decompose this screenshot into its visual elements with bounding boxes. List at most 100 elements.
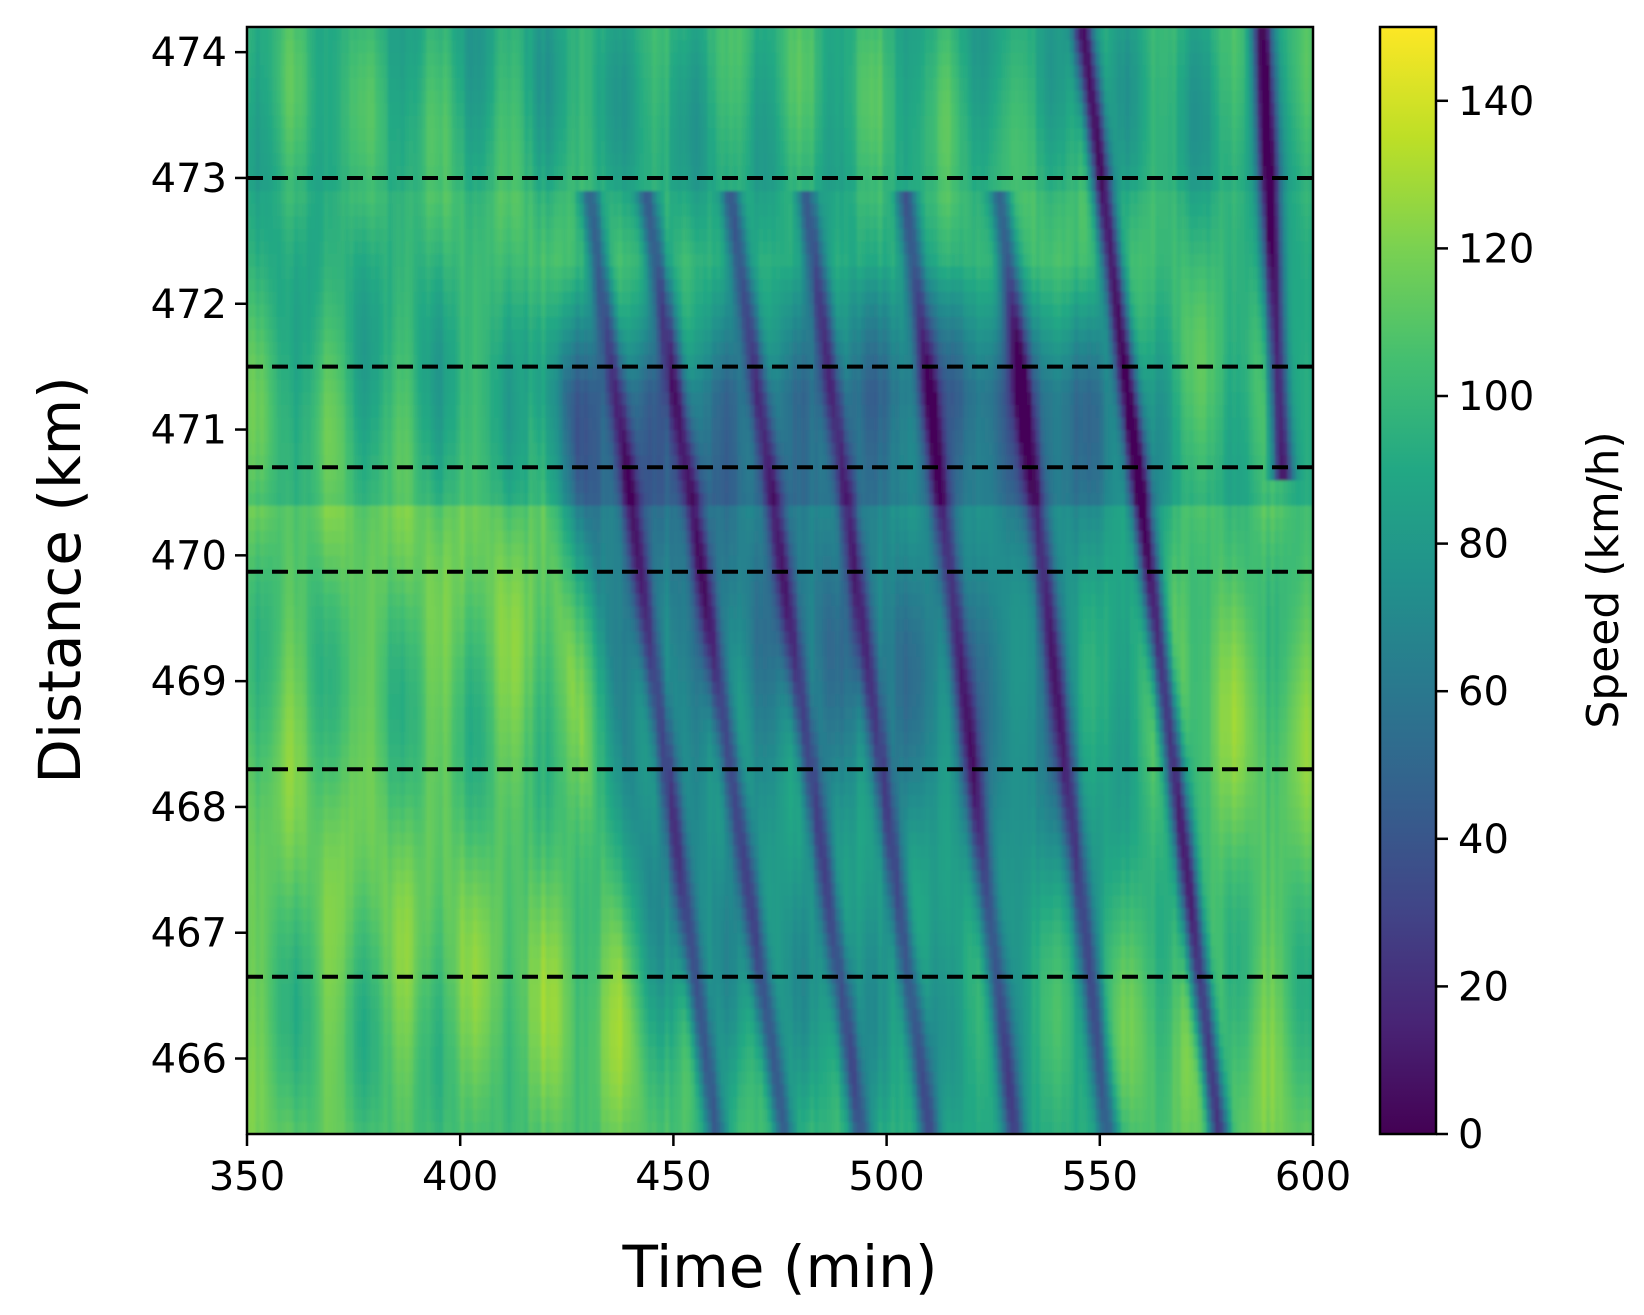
heatmap-cell bbox=[1177, 1021, 1182, 1034]
heatmap-cell bbox=[1245, 1046, 1250, 1059]
heatmap-cell bbox=[1202, 895, 1207, 908]
heatmap-cell bbox=[473, 1084, 478, 1097]
heatmap-cell bbox=[575, 945, 580, 958]
heatmap-cell bbox=[1206, 996, 1211, 1009]
heatmap-cell bbox=[874, 1096, 879, 1109]
heatmap-cell bbox=[260, 1109, 265, 1122]
heatmap-cell bbox=[533, 958, 538, 971]
heatmap-cell bbox=[818, 1084, 823, 1097]
heatmap-cell bbox=[482, 908, 487, 921]
heatmap-cell bbox=[401, 1071, 406, 1084]
heatmap-cell bbox=[840, 945, 845, 958]
heatmap-cell bbox=[520, 996, 525, 1009]
heatmap-cell bbox=[1168, 1109, 1173, 1122]
heatmap-cell bbox=[324, 1084, 329, 1097]
heatmap-cell bbox=[712, 1096, 717, 1109]
heatmap-cell bbox=[1194, 1084, 1199, 1097]
heatmap-cell bbox=[1019, 1071, 1024, 1084]
heatmap-cell bbox=[695, 1096, 700, 1109]
heatmap-cell bbox=[1287, 1033, 1292, 1046]
heatmap-cell bbox=[541, 945, 546, 958]
heatmap-cell bbox=[1202, 945, 1207, 958]
heatmap-cell bbox=[413, 1033, 418, 1046]
heatmap-cell bbox=[1245, 933, 1250, 946]
heatmap-cell bbox=[1074, 983, 1079, 996]
heatmap-cell bbox=[899, 1059, 904, 1072]
heatmap-cell bbox=[1283, 1046, 1288, 1059]
heatmap-cell bbox=[298, 1109, 303, 1122]
heatmap-cell bbox=[503, 1071, 508, 1084]
heatmap-cell bbox=[742, 933, 747, 946]
heatmap-cell bbox=[793, 1121, 798, 1134]
heatmap-cell bbox=[281, 945, 286, 958]
heatmap-cell bbox=[806, 1046, 811, 1059]
heatmap-cell bbox=[422, 920, 427, 933]
heatmap-cell bbox=[1185, 1109, 1190, 1122]
heatmap-cell bbox=[840, 1084, 845, 1097]
heatmap-cell bbox=[908, 920, 913, 933]
heatmap-cell bbox=[315, 996, 320, 1009]
heatmap-cell bbox=[1258, 895, 1263, 908]
heatmap-cell bbox=[887, 1084, 892, 1097]
heatmap-cell bbox=[870, 882, 875, 895]
heatmap-cell bbox=[302, 958, 307, 971]
heatmap-cell bbox=[669, 996, 674, 1009]
heatmap-cell bbox=[366, 1008, 371, 1021]
heatmap-cell bbox=[678, 1071, 683, 1084]
heatmap-cell bbox=[789, 920, 794, 933]
heatmap-cell bbox=[823, 1021, 828, 1034]
heatmap-cell bbox=[1164, 945, 1169, 958]
heatmap-cell bbox=[337, 895, 342, 908]
heatmap-cell bbox=[422, 908, 427, 921]
heatmap-cell bbox=[550, 1109, 555, 1122]
heatmap-cell bbox=[737, 1109, 742, 1122]
heatmap-cell bbox=[392, 945, 397, 958]
heatmap-cell bbox=[1185, 945, 1190, 958]
heatmap-cell bbox=[264, 1084, 269, 1097]
heatmap-cell bbox=[1292, 1096, 1297, 1109]
heatmap-cell bbox=[447, 1021, 452, 1034]
heatmap-cell bbox=[699, 958, 704, 971]
heatmap-cell bbox=[784, 1033, 789, 1046]
heatmap-cell bbox=[720, 1008, 725, 1021]
heatmap-cell bbox=[1053, 1109, 1058, 1122]
heatmap-cell bbox=[942, 970, 947, 983]
heatmap-cell bbox=[554, 945, 559, 958]
heatmap-cell bbox=[477, 1096, 482, 1109]
heatmap-cell bbox=[490, 1096, 495, 1109]
heatmap-cell bbox=[375, 958, 380, 971]
heatmap-cell bbox=[801, 1096, 806, 1109]
heatmap-cell bbox=[1019, 933, 1024, 946]
heatmap-cell bbox=[1125, 920, 1130, 933]
heatmap-cell bbox=[759, 983, 764, 996]
heatmap-cell bbox=[1164, 1021, 1169, 1034]
heatmap-cell bbox=[895, 920, 900, 933]
heatmap-cell bbox=[976, 1033, 981, 1046]
heatmap-cell bbox=[571, 1121, 576, 1134]
heatmap-cell bbox=[477, 1021, 482, 1034]
heatmap-cell bbox=[703, 933, 708, 946]
heatmap-cell bbox=[584, 958, 589, 971]
heatmap-cell bbox=[371, 1084, 376, 1097]
heatmap-cell bbox=[550, 1084, 555, 1097]
heatmap-cell bbox=[490, 882, 495, 895]
heatmap-cell bbox=[644, 1059, 649, 1072]
heatmap-cell bbox=[1057, 1046, 1062, 1059]
heatmap-cell bbox=[1279, 958, 1284, 971]
heatmap-cell bbox=[857, 1109, 862, 1122]
heatmap-cell bbox=[1108, 983, 1113, 996]
heatmap-cell bbox=[1091, 1109, 1096, 1122]
heatmap-cell bbox=[818, 882, 823, 895]
heatmap-cell bbox=[1083, 895, 1088, 908]
heatmap-cell bbox=[806, 1021, 811, 1034]
heatmap-cell bbox=[447, 933, 452, 946]
heatmap-cell bbox=[494, 1008, 499, 1021]
heatmap-cell bbox=[1100, 1008, 1105, 1021]
heatmap-cell bbox=[661, 933, 666, 946]
heatmap-cell bbox=[605, 958, 610, 971]
heatmap-cell bbox=[528, 1109, 533, 1122]
heatmap-cell bbox=[383, 908, 388, 921]
heatmap-cell bbox=[767, 920, 772, 933]
heatmap-cell bbox=[665, 1021, 670, 1034]
heatmap-cell bbox=[665, 1096, 670, 1109]
